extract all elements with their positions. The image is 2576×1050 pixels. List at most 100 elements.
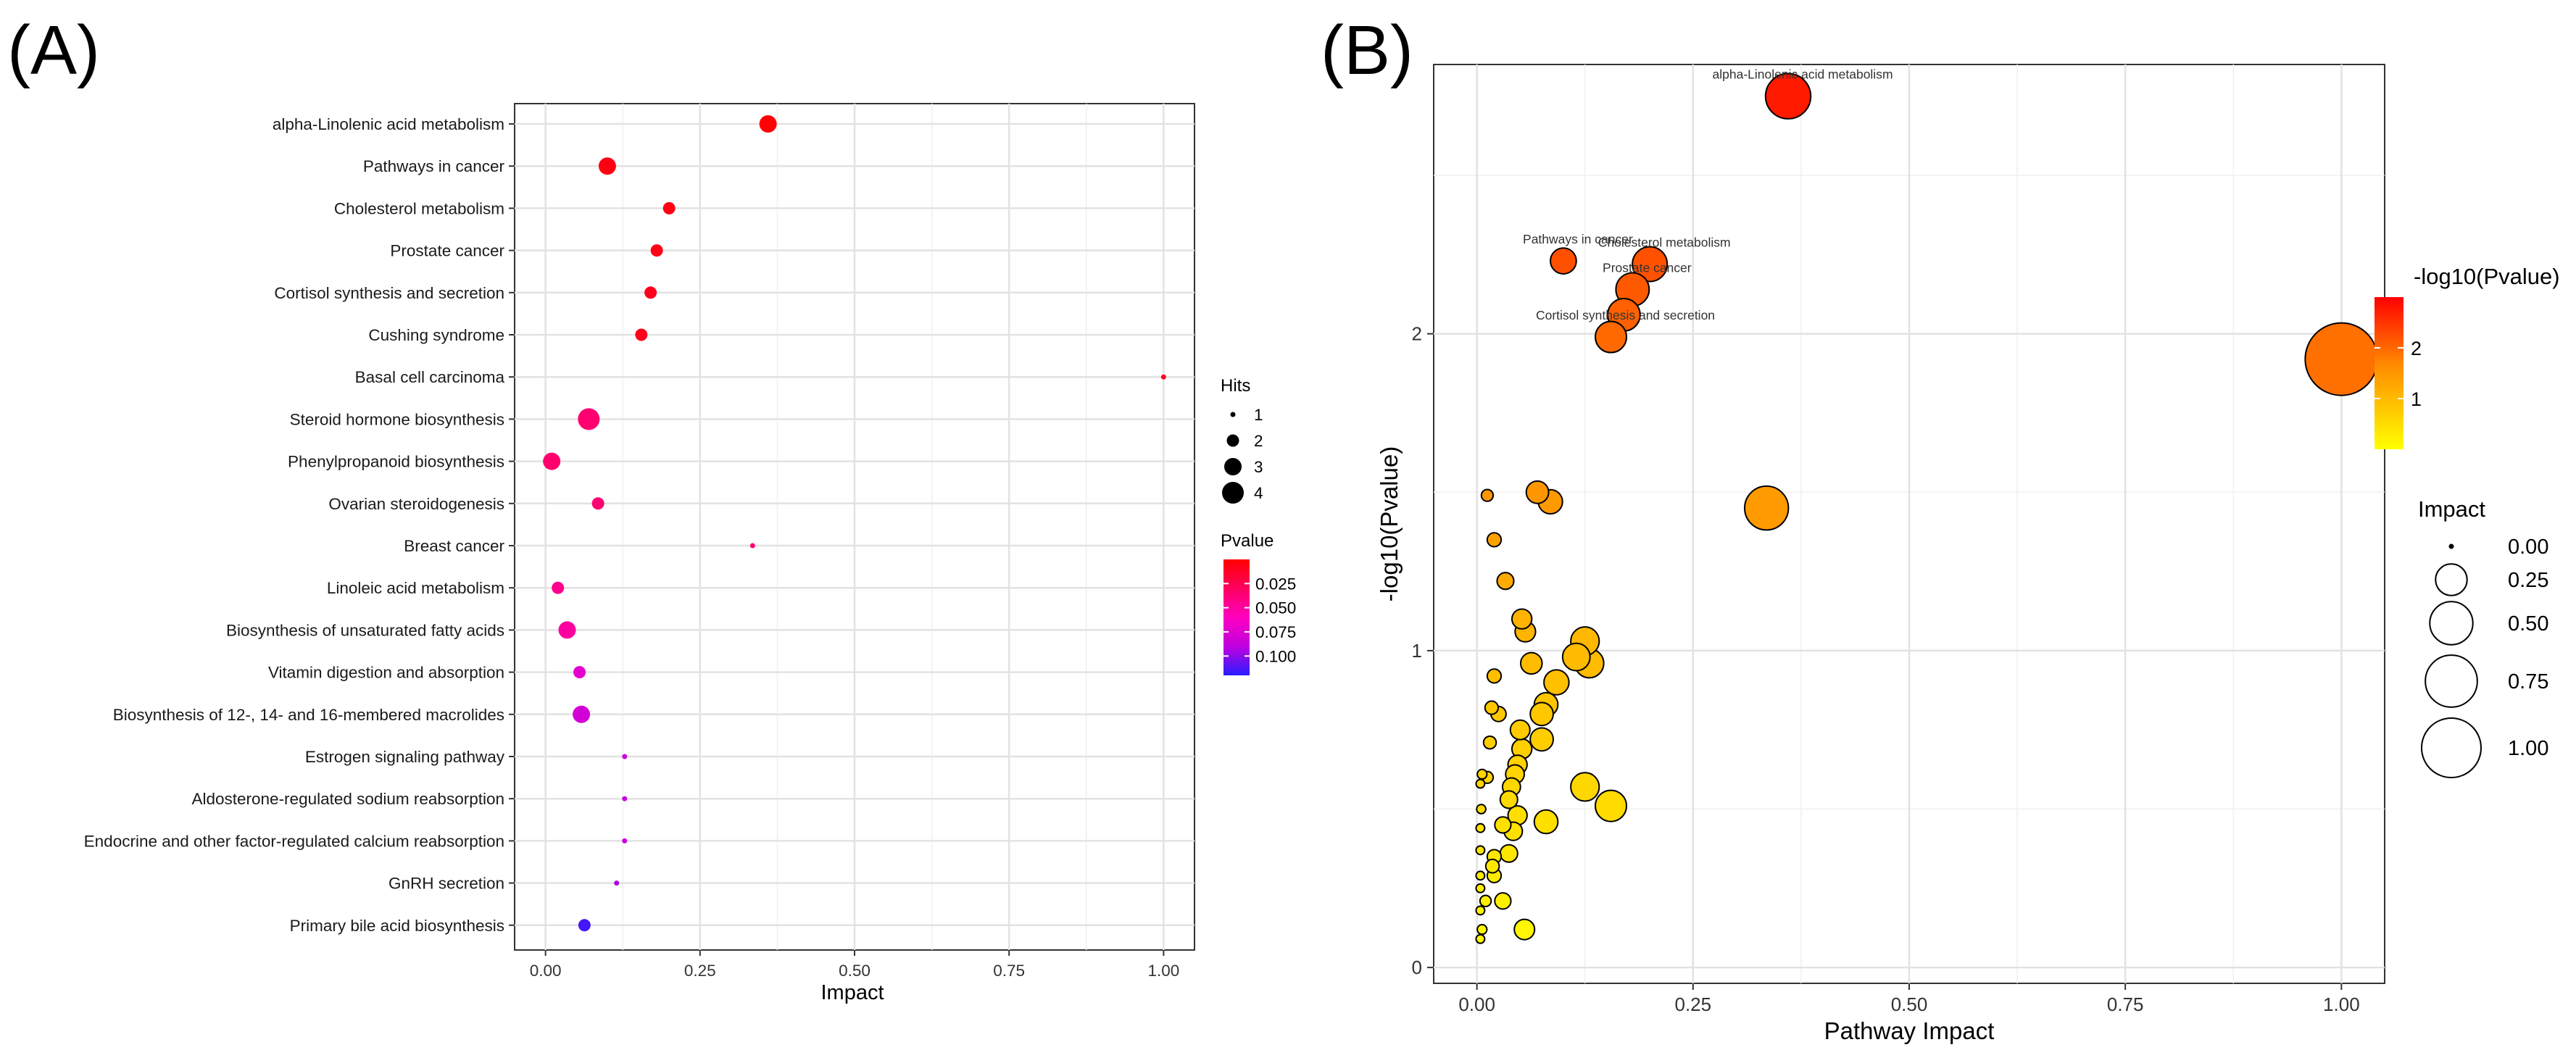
panel-a-point	[614, 880, 620, 886]
panel-b-size-legend-label: 0.00	[2508, 536, 2548, 559]
panel-a-y-tick-label: GnRH secretion	[389, 875, 504, 893]
panel-a-x-ticks: 0.00 0.25 0.50 0.75 1.00	[530, 950, 1179, 980]
panel-a-point	[558, 621, 576, 639]
panel-b-point-label: Cortisol synthesis and secretion	[1536, 308, 1715, 322]
panel-b-point	[1509, 719, 1531, 741]
panel-a-x-tick-label: 1.00	[1147, 962, 1179, 980]
panel-b-point	[1475, 905, 1486, 916]
panel-b-point	[1519, 651, 1543, 675]
panel-b-point	[1561, 642, 1591, 672]
panel-b-size-legend-label: 0.50	[2508, 612, 2548, 636]
panel-b-point	[1529, 701, 1554, 727]
panel-b-point	[1595, 320, 1628, 354]
panel-b-x-tick-label: 0.00	[1458, 993, 1495, 1015]
panel-b-y-axis-label: -log10(Pvalue)	[1376, 446, 1403, 602]
panel-b-y-tick-label: 0	[1412, 957, 1422, 978]
panel-b-size-legend: 0.00 0.25 0.50 0.75 1.00	[2421, 536, 2548, 778]
panel-b-point	[1475, 870, 1486, 881]
panel-a-y-tick-label: Estrogen signaling pathway	[305, 748, 505, 766]
panel-a-point	[749, 543, 755, 549]
panel-a-y-tick-label: alpha-Linolenic acid metabolism	[273, 115, 504, 133]
panel-a-y-tick-label: Vitamin digestion and absorption	[268, 664, 504, 682]
panel-b-color-tick-label: 2	[2411, 338, 2422, 359]
panel-a-point	[622, 754, 628, 759]
panel-a-y-tick-label: Cushing syndrome	[368, 326, 504, 344]
panel-a-color-bar	[1223, 559, 1250, 675]
panel-b-size-legend-title: Impact	[2418, 496, 2485, 522]
panel-b-point	[1511, 608, 1533, 630]
panel-a-size-legend-dot	[1224, 458, 1242, 475]
panel-b-point	[1475, 883, 1486, 893]
panel-a-point	[1160, 374, 1166, 380]
panel-a-color-tick-label: 0.050	[1255, 599, 1296, 617]
panel-a-point	[635, 328, 648, 341]
panel-a-color-tick-label: 0.075	[1255, 623, 1296, 641]
panel-b-size-legend-label: 1.00	[2508, 737, 2548, 760]
panel-b-color-bar	[2375, 297, 2403, 449]
panel-a-size-legend-label: 3	[1254, 458, 1263, 476]
panel-a-point	[622, 796, 628, 801]
panel-b-point	[1496, 572, 1515, 591]
panel-a-point	[759, 115, 777, 133]
panel-a-point	[622, 838, 628, 843]
panel-b-label: (B)	[1321, 12, 1413, 89]
panel-b-size-legend-label: 0.75	[2508, 670, 2548, 693]
panel-a-x-tick-label: 0.50	[839, 962, 871, 980]
panel-a-point	[662, 201, 676, 214]
panel-a-y-tick-label: Steroid hormone biosynthesis	[290, 410, 504, 428]
panel-b-point	[1475, 845, 1486, 856]
panel-a-point	[578, 408, 600, 430]
panel-a-size-legend-dot	[1226, 434, 1239, 447]
panel-a-size-legend-title: Hits	[1221, 376, 1250, 396]
panel-b-point	[1499, 790, 1518, 809]
panel-a-x-tick-label: 0.75	[993, 962, 1025, 980]
panel-b-x-tick-label: 0.25	[1675, 993, 1712, 1015]
panel-b-point	[1494, 892, 1512, 910]
panel-a-size-legend-label: 2	[1254, 432, 1263, 450]
panel-a-point	[552, 581, 565, 594]
panel-b-point	[1494, 816, 1512, 834]
panel-a-y-tick-label: Cortisol synthesis and secretion	[274, 284, 504, 302]
panel-a-point	[650, 244, 663, 257]
panel-b-point-label: alpha-Linolenic acid metabolism	[1713, 67, 1893, 82]
panel-a-point	[573, 666, 586, 679]
panel-a-point	[543, 452, 561, 470]
panel-a-size-legend-dot	[1230, 412, 1236, 417]
panel-b-point	[1484, 858, 1500, 874]
panel-b-x-ticks: 0.00 0.25 0.50 0.75 1.00	[1458, 983, 2360, 1015]
panel-b-point	[1475, 778, 1486, 789]
panel-b-point	[1595, 789, 1628, 822]
panel-a-label: (A)	[7, 12, 100, 89]
panel-b-point	[1543, 669, 1570, 696]
panel-b-point	[1484, 700, 1500, 715]
panel-b-point	[1480, 488, 1495, 502]
panel-a-y-tick-label: Primary bile acid biosynthesis	[290, 917, 504, 935]
panel-b-point	[1475, 822, 1486, 833]
panel-a-point	[644, 286, 657, 299]
panel-b-point	[1486, 532, 1503, 548]
panel-a-y-tick-label: Prostate cancer	[390, 242, 504, 260]
panel-b-point	[1632, 246, 1669, 283]
panel-b-color-tick-label: 1	[2411, 388, 2422, 410]
panel-a-x-tick-label: 0.00	[530, 962, 562, 980]
panel-b-x-tick-label: 0.75	[2107, 993, 2144, 1015]
panel-a-size-legend: 1 2 3 4	[1222, 406, 1263, 504]
panel-b-x-axis-label: Pathway Impact	[1824, 1017, 1995, 1044]
panel-b-point	[1479, 894, 1492, 908]
panel-b-y-tick-label: 2	[1412, 323, 1422, 345]
panel-a-y-tick-label: Aldosterone-regulated sodium reabsorptio…	[191, 790, 504, 808]
panel-a-y-tick-label: Cholesterol metabolism	[334, 199, 504, 217]
panel-b-point	[1475, 933, 1486, 944]
panel-a-color-tick-label: 0.025	[1255, 575, 1296, 593]
panel-b-x-tick-label: 1.00	[2323, 993, 2360, 1015]
panel-b-point	[1499, 843, 1518, 863]
panel-b-size-legend-label: 0.25	[2508, 569, 2548, 592]
panel-a-y-tick-label: Biosynthesis of 12-, 14- and 16-membered…	[113, 706, 504, 724]
panel-a-point	[598, 157, 616, 175]
panel-b-point-labels: alpha-Linolenic acid metabolism Pathways …	[1523, 67, 1892, 322]
panel-b-point	[1476, 924, 1488, 936]
panel-b-point	[1570, 772, 1600, 802]
panel-a-y-tick-label: Phenylpropanoid biosynthesis	[288, 453, 504, 471]
panel-a-y-tick-label: Ovarian steroidogenesis	[328, 495, 504, 513]
